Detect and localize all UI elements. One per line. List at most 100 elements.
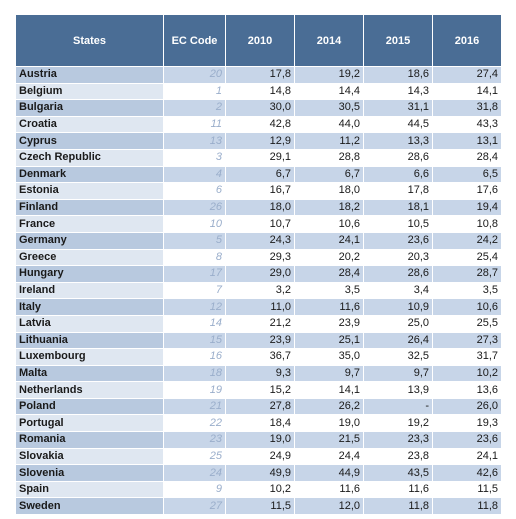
ec-code-cell: 9: [163, 480, 226, 499]
state-cell: Austria: [15, 66, 164, 84]
value-2014-cell: 23,9: [294, 314, 364, 333]
value-2014-cell: 3,5: [294, 281, 364, 300]
ec-code-cell: 16: [163, 348, 226, 366]
value-2015-cell: 28,6: [363, 148, 433, 167]
table-row: Slovenia 24 49,9 44,9 43,5 42,6: [15, 464, 502, 482]
value-2016-cell: 14,1: [432, 82, 502, 101]
header-2010: 2010: [225, 14, 295, 67]
value-2010-cell: 10,2: [225, 480, 295, 499]
value-2016-cell: 24,2: [432, 231, 502, 250]
value-2014-cell: 6,7: [294, 165, 364, 184]
value-2010-cell: 3,2: [225, 281, 295, 300]
value-2010-cell: 42,8: [225, 115, 295, 134]
value-2010-cell: 49,9: [225, 464, 295, 482]
ec-code-cell: 24: [163, 464, 226, 482]
ec-code-cell: 3: [163, 148, 226, 167]
header-ec-code: EC Code: [163, 14, 226, 67]
state-cell: Estonia: [15, 182, 164, 200]
value-2015-cell: 11,6: [363, 480, 433, 499]
table-row: Lithuania 15 23,9 25,1 26,4 27,3: [15, 331, 502, 350]
state-cell: Germany: [15, 231, 164, 250]
value-2014-cell: 18,0: [294, 182, 364, 200]
value-2014-cell: 10,6: [294, 215, 364, 233]
table-row: Romania 23 19,0 21,5 23,3 23,6: [15, 431, 502, 449]
state-cell: Bulgaria: [15, 99, 164, 117]
table-row: Spain 9 10,2 11,6 11,6 11,5: [15, 480, 502, 499]
ec-code-cell: 22: [163, 414, 226, 433]
state-cell: Denmark: [15, 165, 164, 184]
table-row: Slovakia 25 24,9 24,4 23,8 24,1: [15, 447, 502, 466]
table-row: Greece 8 29,3 20,2 20,3 25,4: [15, 248, 502, 267]
state-cell: Greece: [15, 248, 164, 267]
table-row: Croatia 11 42,8 44,0 44,5 43,3: [15, 115, 502, 134]
value-2014-cell: 18,2: [294, 198, 364, 217]
value-2010-cell: 24,9: [225, 447, 295, 466]
ec-code-cell: 18: [163, 364, 226, 383]
value-2015-cell: 23,8: [363, 447, 433, 466]
table-row: Hungary 17 29,0 28,4 28,6 28,7: [15, 265, 502, 283]
value-2010-cell: 9,3: [225, 364, 295, 383]
value-2016-cell: 23,6: [432, 431, 502, 449]
value-2010-cell: 30,0: [225, 99, 295, 117]
header-2015: 2015: [363, 14, 433, 67]
table-row: Malta 18 9,3 9,7 9,7 10,2: [15, 364, 502, 383]
ec-code-cell: 1: [163, 82, 226, 101]
table-row: Belgium 1 14,8 14,4 14,3 14,1: [15, 82, 502, 101]
value-2015-cell: 44,5: [363, 115, 433, 134]
value-2016-cell: 31,7: [432, 348, 502, 366]
value-2014-cell: 14,1: [294, 381, 364, 399]
table-row: Poland 21 27,8 26,2-26,0: [15, 397, 502, 416]
table-row: Estonia 6 16,7 18,0 17,8 17,6: [15, 182, 502, 200]
value-2015-cell: 25,0: [363, 314, 433, 333]
ec-code-cell: 4: [163, 165, 226, 184]
value-2014-cell: 25,1: [294, 331, 364, 350]
state-cell: Czech Republic: [15, 148, 164, 167]
value-2015-cell: 17,8: [363, 182, 433, 200]
state-cell: Spain: [15, 480, 164, 499]
value-2016-cell: 11,5: [432, 480, 502, 499]
value-2015-cell: 23,6: [363, 231, 433, 250]
value-2014-cell: 11,6: [294, 480, 364, 499]
value-2010-cell: 24,3: [225, 231, 295, 250]
table-row: Italy 12 11,0 11,6 10,9 10,6: [15, 298, 502, 316]
ec-code-cell: 2: [163, 99, 226, 117]
table-row: Germany 5 24,3 24,1 23,6 24,2: [15, 231, 502, 250]
value-2010-cell: 12,9: [225, 132, 295, 150]
value-2014-cell: 19,0: [294, 414, 364, 433]
state-cell: Luxembourg: [15, 348, 164, 366]
value-2016-cell: 24,1: [432, 447, 502, 466]
value-2014-cell: 11,2: [294, 132, 364, 150]
header-2014: 2014: [294, 14, 364, 67]
value-2010-cell: 16,7: [225, 182, 295, 200]
table-row: Cyprus 13 12,9 11,2 13,3 13,1: [15, 132, 502, 150]
state-cell: Ireland: [15, 281, 164, 300]
ec-code-cell: 14: [163, 314, 226, 333]
data-table-container: States EC Code 2010 2014 2015 2016 Austr…: [15, 14, 502, 516]
value-2014-cell: 30,5: [294, 99, 364, 117]
ec-code-cell: 12: [163, 298, 226, 316]
state-cell: Lithuania: [15, 331, 164, 350]
ec-code-cell: 10: [163, 215, 226, 233]
state-cell: Slovakia: [15, 447, 164, 466]
header-states: States: [15, 14, 164, 67]
state-cell: Poland: [15, 397, 164, 416]
value-2010-cell: 11,5: [225, 497, 295, 516]
value-2010-cell: 29,3: [225, 248, 295, 267]
table-row: Luxembourg 16 36,7 35,0 32,5 31,7: [15, 348, 502, 366]
value-2010-cell: 29,0: [225, 265, 295, 283]
state-cell: Romania: [15, 431, 164, 449]
table-row: Ireland 7 3,2 3,5 3,4 3,5: [15, 281, 502, 300]
value-2015-cell: 28,6: [363, 265, 433, 283]
value-2010-cell: 36,7: [225, 348, 295, 366]
value-2014-cell: 44,9: [294, 464, 364, 482]
value-2016-cell: 27,3: [432, 331, 502, 350]
state-cell: Latvia: [15, 314, 164, 333]
state-cell: Slovenia: [15, 464, 164, 482]
value-2016-cell: 17,6: [432, 182, 502, 200]
value-2015-cell: 11,8: [363, 497, 433, 516]
value-2010-cell: 21,2: [225, 314, 295, 333]
value-2015-cell: 18,6: [363, 66, 433, 84]
header-2016: 2016: [432, 14, 502, 67]
table-row: Netherlands 19 15,2 14,1 13,9 13,6: [15, 381, 502, 399]
value-2015-cell: 9,7: [363, 364, 433, 383]
